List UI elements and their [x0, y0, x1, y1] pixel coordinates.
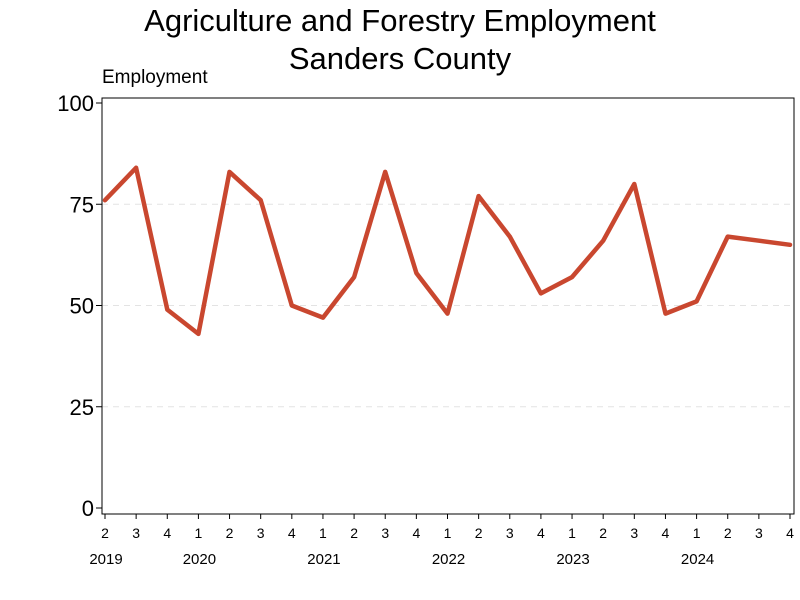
year-label: 2023	[556, 551, 589, 568]
x-tick-label: 3	[257, 525, 265, 541]
x-tick-label: 4	[786, 525, 794, 541]
x-tick-label: 1	[693, 525, 701, 541]
y-tick-label: 0	[82, 496, 94, 521]
employment-series-line	[102, 165, 793, 337]
chart-title-line-1: Agriculture and Forestry Employment	[144, 3, 656, 38]
x-tick-label: 3	[132, 525, 140, 541]
x-axis-year-labels: 2019 2020 2021 2022 2023 2024	[89, 551, 714, 568]
x-tick-label: 1	[319, 525, 327, 541]
x-tick-label: 4	[412, 525, 420, 541]
year-label: 2019	[89, 551, 122, 568]
chart-title-line-2: Sanders County	[288, 41, 512, 76]
x-tick-label: 4	[537, 525, 545, 541]
x-tick-label: 2	[724, 525, 732, 541]
x-tick-label: 2	[475, 525, 483, 541]
x-tick-label: 3	[506, 525, 514, 541]
x-tick-label: 1	[444, 525, 452, 541]
x-axis-ticks: 2 3 4 1 2 3 4 1 2 3 4 1 2 3 4 1 2 3 4 1 2 3 4	[101, 514, 794, 541]
x-tick-label: 2	[350, 525, 358, 541]
year-label: 2024	[681, 551, 714, 568]
y-axis-label: Employment	[102, 67, 208, 88]
x-tick-label: 2	[226, 525, 234, 541]
y-tick-label: 25	[70, 395, 94, 420]
x-tick-label: 2	[599, 525, 607, 541]
x-tick-label: 3	[381, 525, 389, 541]
year-label: 2022	[432, 551, 465, 568]
y-tick-label: 75	[70, 192, 94, 217]
x-tick-label: 4	[288, 525, 296, 541]
x-tick-label: 2	[101, 525, 109, 541]
y-axis-ticks: 0 25 50 75 100	[57, 91, 102, 521]
year-label: 2020	[183, 551, 216, 568]
y-tick-label: 100	[57, 91, 94, 116]
x-tick-label: 1	[568, 525, 576, 541]
y-tick-label: 50	[70, 294, 94, 319]
x-tick-label: 3	[755, 525, 763, 541]
x-tick-label: 1	[195, 525, 203, 541]
x-tick-label: 4	[163, 525, 171, 541]
x-tick-label: 3	[630, 525, 638, 541]
x-tick-label: 4	[662, 525, 670, 541]
year-label: 2021	[307, 551, 340, 568]
